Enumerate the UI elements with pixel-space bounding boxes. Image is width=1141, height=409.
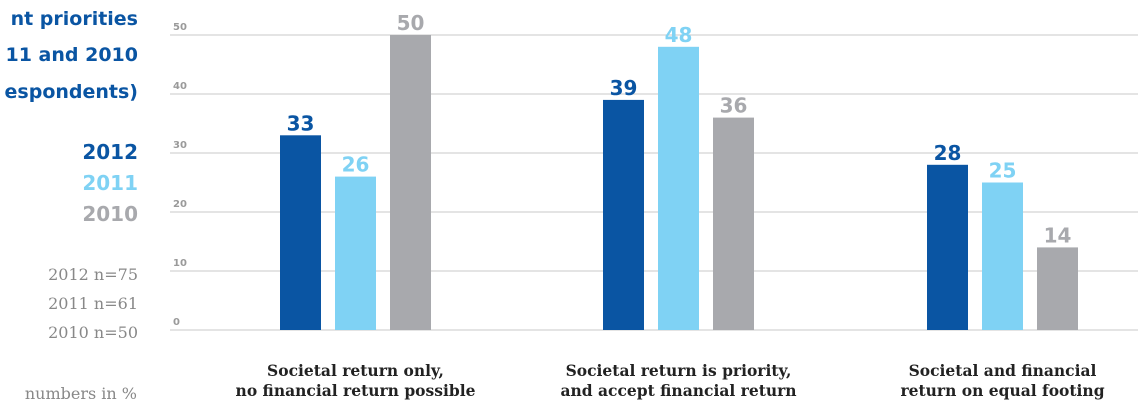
data-label-2012-cat1: 33 xyxy=(287,111,315,135)
data-label-2011-cat3: 25 xyxy=(989,159,1017,183)
data-label-2010-cat3: 14 xyxy=(1044,223,1072,247)
bar-2012-cat1 xyxy=(280,135,321,330)
category-label-1: Societal return only, no financial return… xyxy=(191,361,521,401)
bar-2010-cat3 xyxy=(1037,247,1078,330)
legend-2012: 2012 xyxy=(82,140,138,164)
bar-2011-cat1 xyxy=(335,176,376,330)
category-label-3-line-1: Societal and financial xyxy=(908,361,1097,380)
sample-size-2011: 2011 n=61 xyxy=(48,294,138,313)
chart-title-line-3: espondents) xyxy=(4,81,138,103)
category-label-2-line-1: Societal return is priority, xyxy=(565,361,792,380)
chart-title-line-2: 11 and 2010 xyxy=(5,44,139,66)
bar-2010-cat1 xyxy=(390,35,431,330)
data-label-2010-cat1: 50 xyxy=(397,11,425,35)
bar-2012-cat3 xyxy=(927,164,968,330)
bar-2010-cat2 xyxy=(713,117,754,330)
y-tick-label-20: 20 xyxy=(173,199,187,210)
bar-2011-cat2 xyxy=(658,46,699,331)
bar-2011-cat3 xyxy=(982,182,1023,330)
data-label-2012-cat3: 28 xyxy=(934,141,962,165)
category-label-3-line-2: return on equal footing xyxy=(900,381,1105,400)
data-label-2011-cat1: 26 xyxy=(342,153,370,177)
legend-2011: 2011 xyxy=(82,171,138,195)
sample-size-2010: 2010 n=50 xyxy=(48,323,138,342)
y-tick-label-10: 10 xyxy=(173,258,187,269)
sample-size-2012: 2012 n=75 xyxy=(48,265,138,284)
y-tick-label-0: 0 xyxy=(173,317,180,328)
y-tick-label-50: 50 xyxy=(173,22,187,33)
category-label-3: Societal and financial return on equal fo… xyxy=(838,361,1141,401)
category-label-2: Societal return is priority, and accept f… xyxy=(514,361,844,401)
chart-title-line-1: nt priorities xyxy=(10,8,138,30)
y-tick-label-30: 30 xyxy=(173,140,187,151)
data-label-2011-cat2: 48 xyxy=(665,23,693,47)
category-label-1-line-2: no financial return possible xyxy=(235,381,476,400)
bar-2012-cat2 xyxy=(603,99,644,331)
category-label-1-line-1: Societal return only, xyxy=(267,361,444,380)
data-label-2012-cat2: 39 xyxy=(610,76,638,100)
y-tick-label-40: 40 xyxy=(173,81,187,92)
units-footnote: numbers in % xyxy=(24,384,137,403)
data-label-2010-cat2: 36 xyxy=(720,94,748,118)
legend-2010: 2010 xyxy=(82,202,138,226)
category-label-2-line-2: and accept financial return xyxy=(560,381,797,400)
